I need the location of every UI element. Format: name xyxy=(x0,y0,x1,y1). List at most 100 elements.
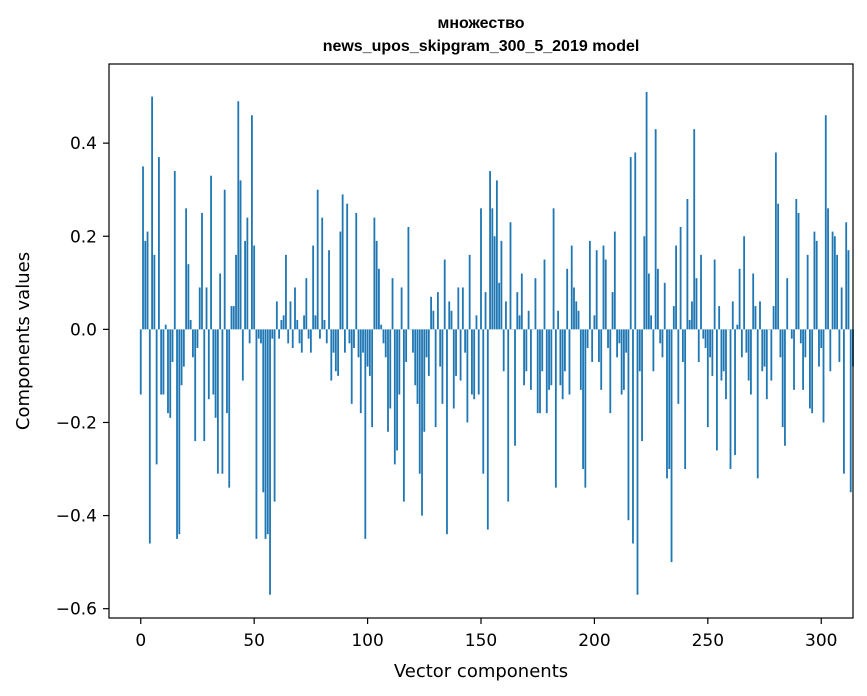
bar-81 xyxy=(323,320,326,330)
bar-193 xyxy=(577,310,580,330)
bar-217 xyxy=(632,329,634,544)
bar-229 xyxy=(659,329,662,344)
bar-54 xyxy=(262,329,265,493)
bar-188 xyxy=(566,268,569,330)
bar-117 xyxy=(405,329,408,362)
bar-147 xyxy=(473,329,476,400)
bar-63 xyxy=(282,315,285,330)
bar-174 xyxy=(534,278,537,330)
bar-96 xyxy=(357,329,360,358)
bar-150 xyxy=(480,208,482,330)
y-tick-label: 0.2 xyxy=(70,227,97,247)
bar-224 xyxy=(647,273,650,330)
bar-127 xyxy=(427,329,430,376)
bar-260 xyxy=(729,329,732,470)
bar-247 xyxy=(700,254,702,330)
bar-57 xyxy=(269,329,271,595)
bar-160 xyxy=(502,329,505,372)
bar-239 xyxy=(681,329,684,362)
y-tick-label: 0.0 xyxy=(70,320,97,340)
bar-270 xyxy=(752,273,755,330)
bar-29 xyxy=(205,287,208,330)
bar-146 xyxy=(471,329,473,395)
bar-143 xyxy=(464,329,467,353)
chart-subtitle: news_upos_skipgram_300_5_2019 model xyxy=(323,38,640,55)
bar-16 xyxy=(176,329,178,539)
bar-246 xyxy=(697,329,700,362)
bar-72 xyxy=(303,315,305,330)
bar-133 xyxy=(441,329,444,404)
bar-40 xyxy=(230,306,233,330)
bar-293 xyxy=(804,329,807,358)
bar-301 xyxy=(822,329,825,423)
bar-151 xyxy=(482,329,485,474)
bar-142 xyxy=(461,287,464,330)
bar-69 xyxy=(296,320,299,330)
bar-238 xyxy=(679,226,682,330)
bar-258 xyxy=(725,329,727,400)
bar-254 xyxy=(716,329,718,451)
bar-85 xyxy=(332,329,335,353)
bar-177 xyxy=(541,329,544,372)
bar-58 xyxy=(271,329,274,339)
bar-168 xyxy=(520,273,523,330)
bar-262 xyxy=(734,329,736,456)
bar-140 xyxy=(457,287,460,330)
bar-307 xyxy=(836,254,839,330)
bar-153 xyxy=(486,329,489,530)
bar-128 xyxy=(430,296,432,330)
bar-278 xyxy=(770,329,773,381)
bar-189 xyxy=(568,329,571,395)
bar-281 xyxy=(777,203,780,330)
bar-6 xyxy=(153,254,156,330)
bar-252 xyxy=(711,329,714,376)
bar-87 xyxy=(337,329,339,376)
bar-158 xyxy=(498,282,501,330)
bar-139 xyxy=(455,329,457,376)
bar-92 xyxy=(348,329,351,344)
bar-199 xyxy=(591,329,594,362)
bar-263 xyxy=(736,324,739,330)
bar-134 xyxy=(443,259,446,330)
bar-100 xyxy=(366,329,369,367)
x-tick-label: 150 xyxy=(465,631,497,651)
bar-8 xyxy=(158,157,160,330)
y-axis-ticks: −0.6 −0.4 −0.2 0.0 0.2 0.4 xyxy=(56,134,109,620)
bar-167 xyxy=(518,315,521,330)
bar-62 xyxy=(280,320,283,330)
bar-287 xyxy=(790,329,793,339)
bar-91 xyxy=(346,203,349,330)
bar-161 xyxy=(505,301,507,330)
bar-148 xyxy=(475,315,478,330)
bar-56 xyxy=(266,329,269,535)
bar-19 xyxy=(182,329,185,367)
bar-253 xyxy=(713,259,716,330)
bar-1 xyxy=(142,166,144,330)
bar-116 xyxy=(402,329,405,502)
bar-73 xyxy=(305,278,308,330)
bar-296 xyxy=(811,329,814,414)
bar-14 xyxy=(171,329,174,362)
bar-255 xyxy=(718,306,721,330)
bar-269 xyxy=(750,329,752,395)
bar-123 xyxy=(418,329,421,474)
bar-44 xyxy=(239,180,242,330)
bar-126 xyxy=(425,329,428,358)
bar-204 xyxy=(602,245,605,330)
bar-212 xyxy=(620,329,623,395)
bar-31 xyxy=(210,175,212,330)
bar-3 xyxy=(146,231,149,330)
bar-156 xyxy=(493,236,496,330)
bar-24 xyxy=(194,329,197,442)
bar-273 xyxy=(759,301,761,330)
bar-165 xyxy=(514,329,516,446)
bar-230 xyxy=(661,329,664,358)
bar-0 xyxy=(139,329,142,395)
bar-312 xyxy=(847,250,850,330)
bar-131 xyxy=(437,292,439,330)
bar-84 xyxy=(330,329,333,381)
bar-122 xyxy=(416,329,419,404)
bar-53 xyxy=(260,329,262,344)
bar-237 xyxy=(677,329,680,404)
bar-283 xyxy=(781,329,784,428)
